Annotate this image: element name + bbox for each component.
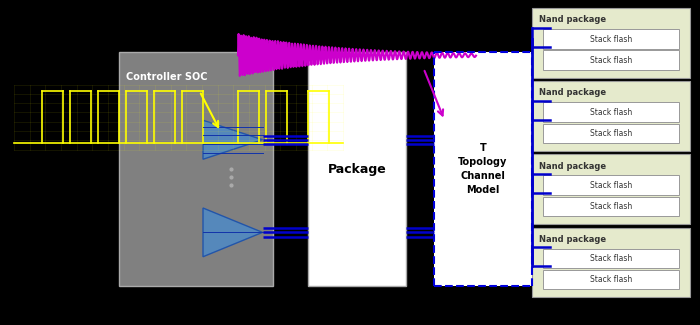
Text: Stack flash: Stack flash xyxy=(589,34,632,44)
FancyBboxPatch shape xyxy=(542,29,679,49)
Text: Stack flash: Stack flash xyxy=(589,202,632,211)
FancyBboxPatch shape xyxy=(542,124,679,143)
Text: Nand package: Nand package xyxy=(539,88,606,98)
FancyBboxPatch shape xyxy=(532,8,690,78)
Text: Controller SOC: Controller SOC xyxy=(126,72,207,82)
Text: Stack flash: Stack flash xyxy=(589,254,632,263)
FancyBboxPatch shape xyxy=(542,197,679,216)
FancyBboxPatch shape xyxy=(542,50,679,70)
FancyBboxPatch shape xyxy=(542,249,679,268)
Polygon shape xyxy=(203,120,262,159)
FancyBboxPatch shape xyxy=(532,81,690,151)
Text: Stack flash: Stack flash xyxy=(589,275,632,284)
FancyBboxPatch shape xyxy=(532,227,690,297)
FancyBboxPatch shape xyxy=(542,102,679,122)
Text: Stack flash: Stack flash xyxy=(589,56,632,65)
FancyBboxPatch shape xyxy=(542,270,679,289)
FancyBboxPatch shape xyxy=(434,52,532,286)
Text: Stack flash: Stack flash xyxy=(589,181,632,190)
Text: Stack flash: Stack flash xyxy=(589,108,632,117)
Text: Nand package: Nand package xyxy=(539,162,606,171)
Polygon shape xyxy=(203,208,262,257)
FancyBboxPatch shape xyxy=(532,154,690,224)
FancyBboxPatch shape xyxy=(542,176,679,195)
Text: T
Topology
Channel
Model: T Topology Channel Model xyxy=(458,143,507,195)
Text: Package: Package xyxy=(328,162,386,176)
FancyBboxPatch shape xyxy=(308,52,406,286)
FancyBboxPatch shape xyxy=(119,52,273,286)
Text: Nand package: Nand package xyxy=(539,15,606,24)
Text: Nand package: Nand package xyxy=(539,235,606,244)
Text: Stack flash: Stack flash xyxy=(589,129,632,138)
